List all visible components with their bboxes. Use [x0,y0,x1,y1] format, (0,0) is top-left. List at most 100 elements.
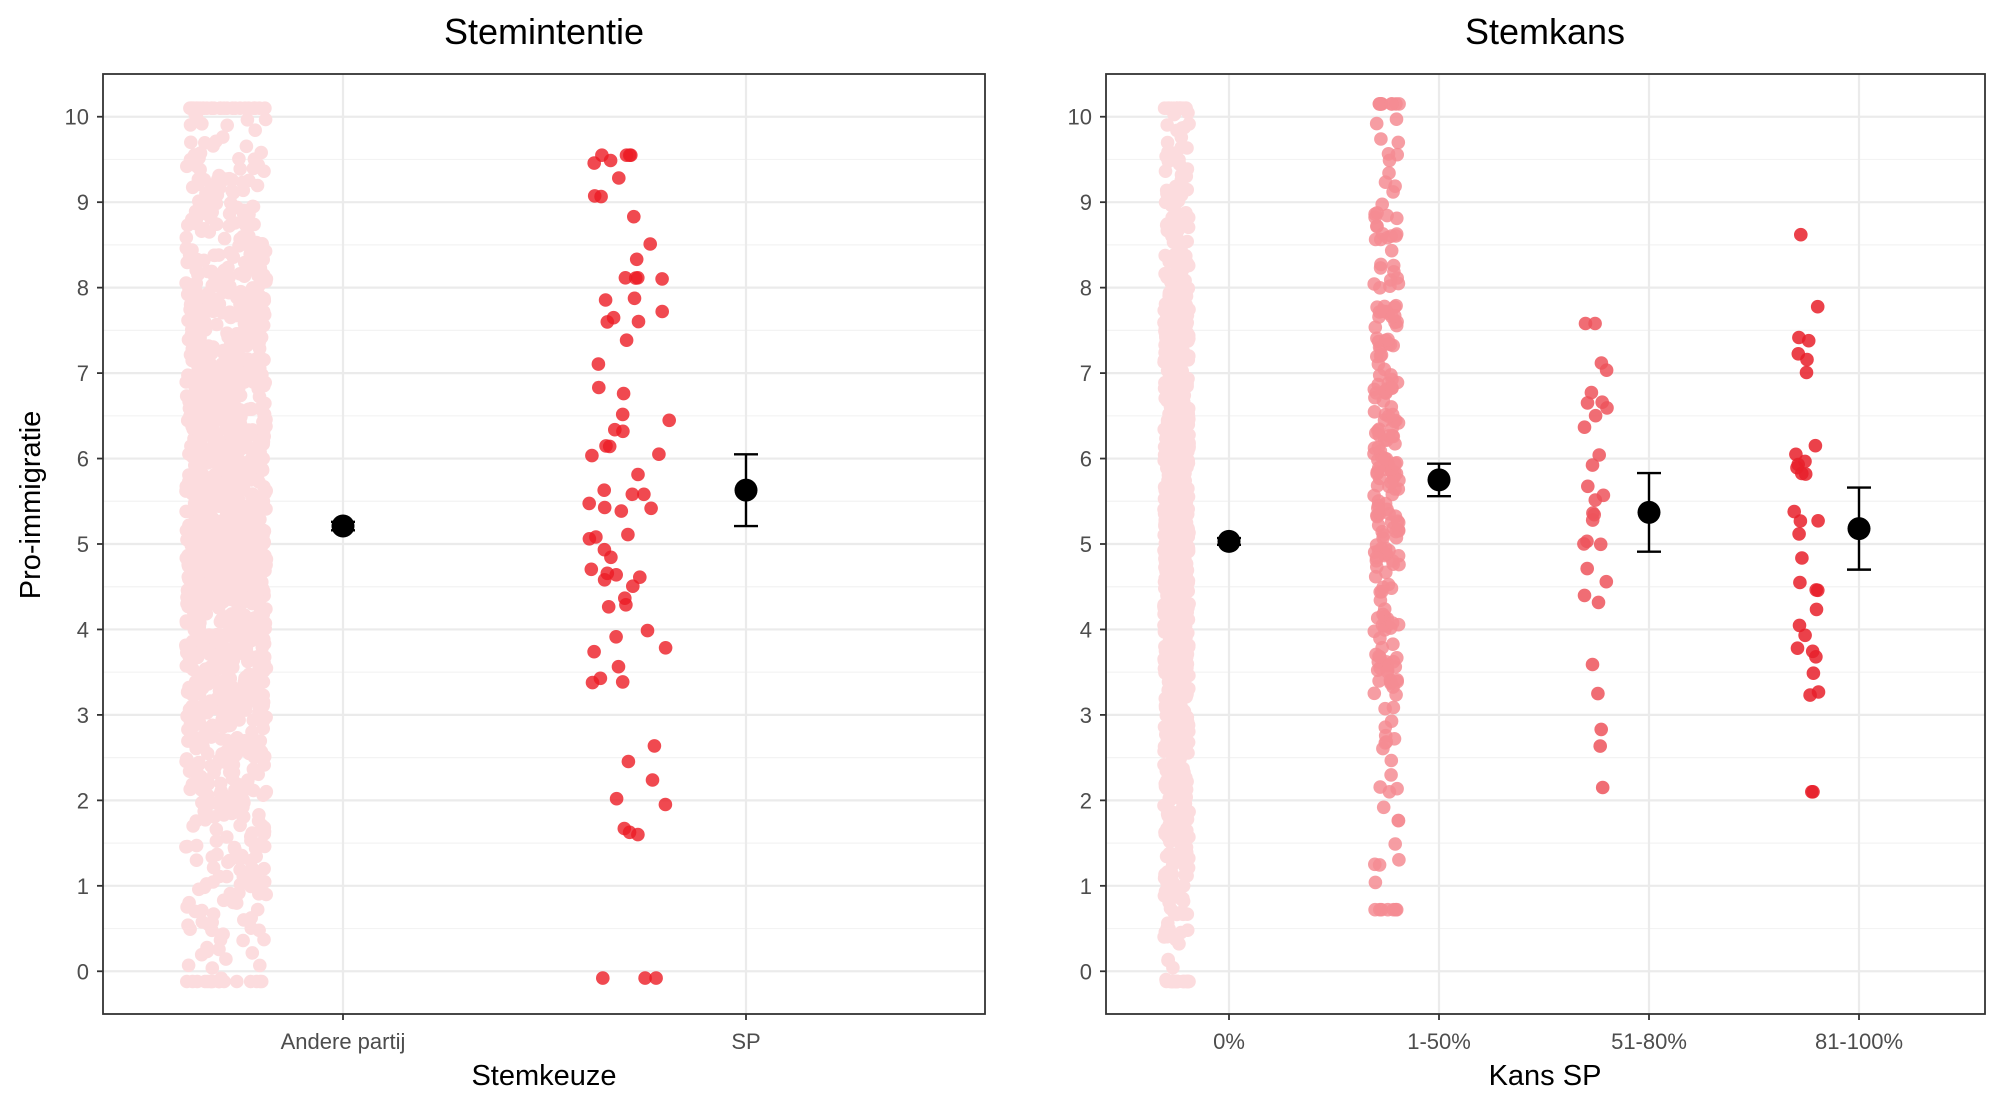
data-point [1591,595,1606,610]
data-point [1375,304,1390,318]
data-point [250,178,265,193]
data-point [238,555,252,570]
data-point [589,530,603,544]
data-point [198,386,212,401]
data-point [629,252,644,267]
data-point [1795,551,1809,565]
data-point [250,456,265,471]
y-tick-label: 5 [1080,532,1092,557]
data-point [217,974,231,989]
mean-point [734,478,758,502]
data-point [1799,365,1814,380]
data-point [220,118,234,133]
data-point [212,372,227,387]
data-point [187,699,202,713]
data-point [183,922,197,936]
data-point [202,504,216,518]
data-point [1794,227,1808,242]
data-point [1180,141,1194,155]
data-point [1372,97,1387,111]
data-point [205,850,220,864]
data-point [188,904,202,919]
data-point [235,630,250,645]
data-point [257,861,271,876]
data-point [1162,922,1176,936]
data-point [196,585,211,600]
data-point [225,382,239,397]
series-points-0- [1157,101,1196,989]
data-point [204,264,219,279]
data-point [195,915,210,929]
data-point [196,740,210,754]
data-point [603,153,618,168]
data-point [184,135,198,150]
data-point [237,255,252,270]
data-point [194,427,208,442]
data-point [1370,611,1385,625]
data-point [1167,303,1181,317]
data-point [1159,149,1173,164]
data-point [640,623,655,638]
y-tick-label: 0 [1080,959,1092,984]
data-point [222,207,237,221]
data-point [1158,266,1172,281]
data-point [1373,281,1387,295]
mean-marker-0- [1217,529,1241,553]
data-point [205,961,220,975]
data-point [220,830,234,844]
data-point [643,237,657,251]
data-point [1158,492,1172,507]
data-point [234,410,248,424]
data-point [257,291,271,306]
data-point [600,315,615,329]
data-point [1158,639,1172,654]
data-point [1177,800,1191,815]
data-point [1182,412,1196,427]
data-point [601,600,616,614]
data-point [593,671,608,686]
data-point [205,430,219,444]
data-point [1374,257,1388,272]
data-point [257,758,272,772]
data-point [1388,509,1403,523]
data-point [615,675,630,689]
data-point [1792,527,1806,541]
data-point [231,571,246,586]
data-point [631,314,646,329]
data-point [604,550,618,565]
data-point [244,473,259,487]
data-point [224,429,239,444]
data-point [1389,227,1404,241]
data-point [1157,353,1172,368]
data-point [627,291,642,306]
data-point [1384,768,1398,782]
data-point [1182,724,1196,739]
data-point [212,248,226,262]
data-point [1372,674,1386,688]
panel-title-stemkans: Stemkans [1465,11,1625,52]
data-point [1384,753,1399,768]
data-point [226,895,240,910]
data-point [254,622,269,637]
data-point [232,239,246,253]
y-axis-label: Pro-immigratie [15,411,47,600]
data-point [179,504,193,519]
data-point [1158,546,1172,560]
data-point [233,701,247,715]
panel-title-stemintentie: Stemintentie [444,11,644,52]
data-point [1369,116,1384,131]
data-point [1172,422,1187,437]
data-point [1158,698,1173,713]
data-point [594,189,608,204]
data-point [1806,666,1821,680]
data-point [1810,299,1825,314]
data-point [202,366,217,381]
data-point [222,305,237,320]
data-point [183,348,198,362]
data-point [225,101,240,115]
data-point [1163,520,1178,535]
data-point [1174,243,1188,257]
x-tick-label: 1-50% [1407,1029,1471,1054]
data-point [1367,405,1382,419]
data-point [188,570,203,584]
